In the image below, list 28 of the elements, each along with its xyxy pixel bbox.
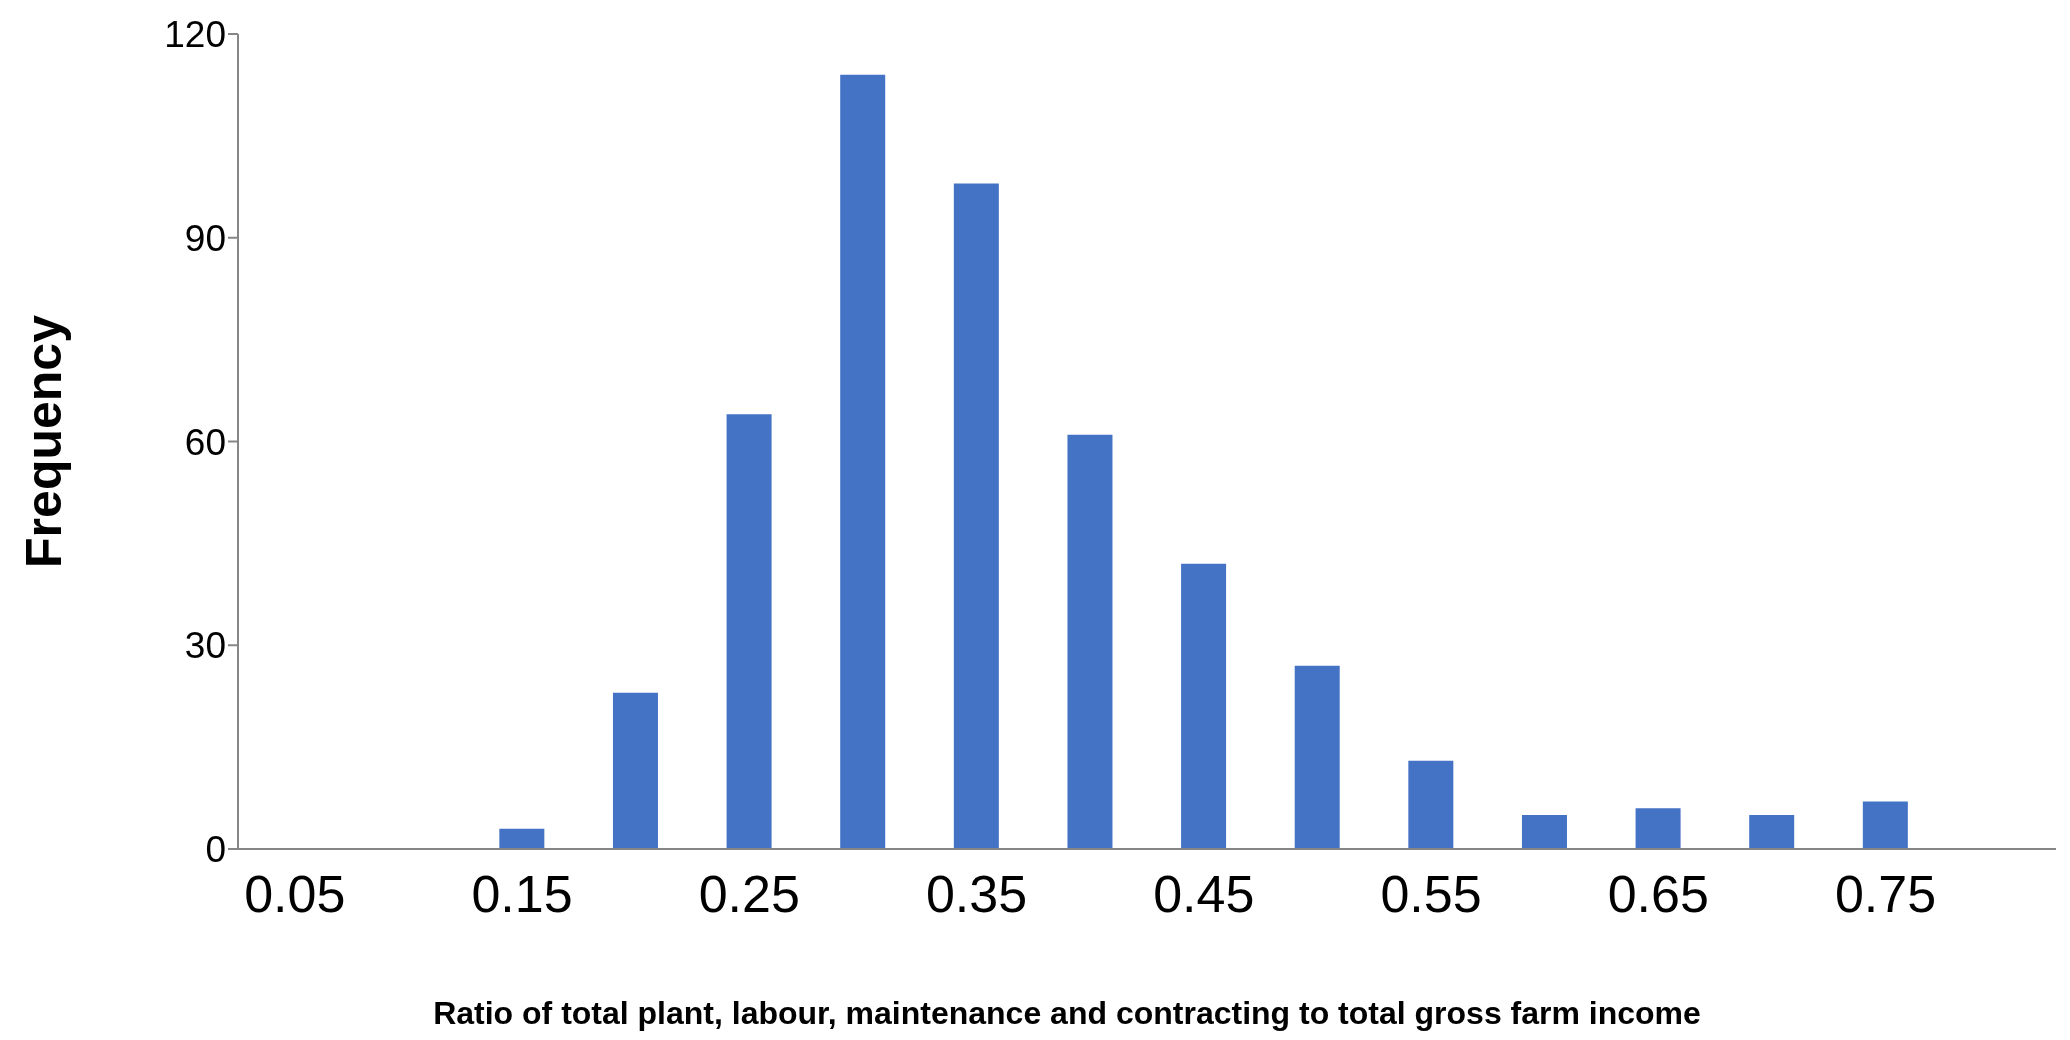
y-tick-label: 60 xyxy=(184,421,226,463)
bar xyxy=(953,183,999,849)
x-tick-label: 0.65 xyxy=(1607,864,1709,923)
bar xyxy=(1635,808,1681,849)
y-axis-title: Frequency xyxy=(16,314,72,568)
x-tick-label: 0.75 xyxy=(1834,864,1937,923)
bar xyxy=(726,414,772,849)
x-tick-label: 0.25 xyxy=(698,864,800,923)
bar xyxy=(1749,815,1795,849)
y-tick-label: 90 xyxy=(184,217,226,259)
bar xyxy=(612,692,658,849)
bar xyxy=(499,828,545,849)
x-tick-label: 0.45 xyxy=(1153,864,1255,923)
x-axis-title: Ratio of total plant, labour, maintenance and contracting to total gross farm income xyxy=(433,995,1701,1031)
bar xyxy=(1181,563,1227,849)
x-tick-label: 0.35 xyxy=(925,864,1028,923)
x-tick-label: 0.55 xyxy=(1380,864,1482,923)
bar xyxy=(1067,434,1113,849)
x-tick-label: 0.05 xyxy=(244,864,346,923)
y-tick-label: 30 xyxy=(184,625,226,667)
bar xyxy=(840,74,886,849)
y-tick-label: 0 xyxy=(205,829,226,871)
bar xyxy=(1408,760,1454,849)
bar xyxy=(1862,801,1908,849)
bar xyxy=(1294,665,1340,849)
x-tick-label: 0.15 xyxy=(471,864,573,923)
bar xyxy=(1521,815,1567,849)
y-tick-label: 120 xyxy=(164,14,226,56)
